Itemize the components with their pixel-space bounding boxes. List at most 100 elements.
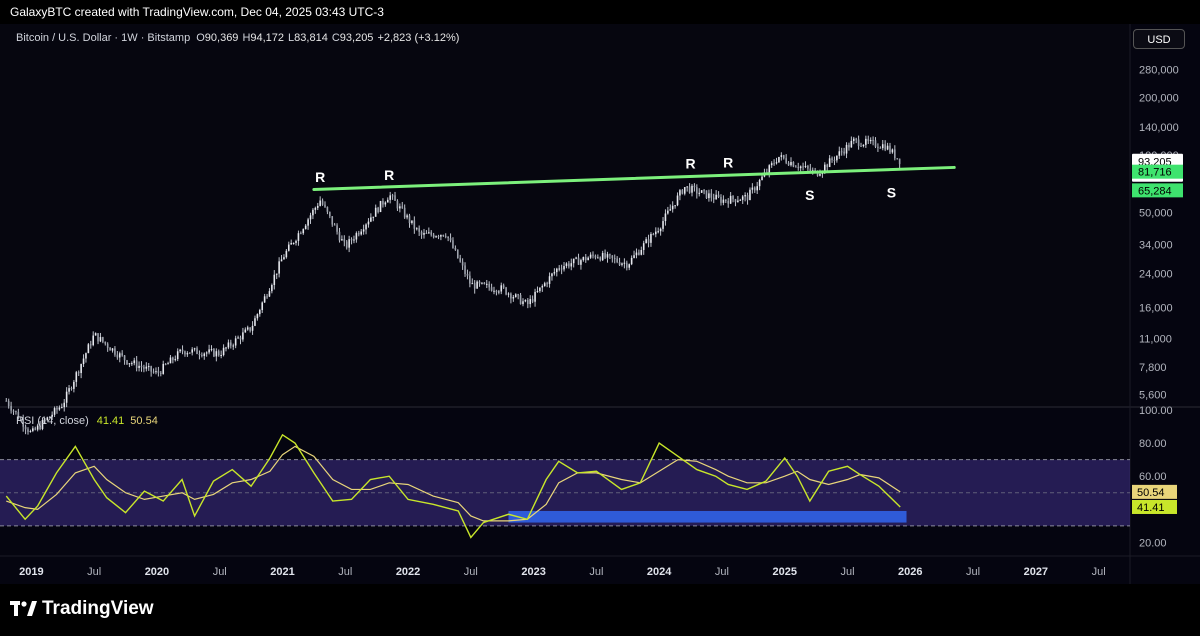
candle-body — [234, 338, 237, 346]
candle-body — [116, 354, 119, 358]
candle-body — [415, 228, 418, 230]
candle-body — [273, 274, 276, 286]
candle-body — [790, 162, 792, 166]
price-pane — [0, 24, 1130, 407]
candle-body — [674, 205, 676, 207]
candle-body — [618, 262, 621, 265]
rsi-badge — [1132, 499, 1177, 514]
candle-body — [741, 196, 744, 200]
candle-body — [570, 263, 573, 267]
candle-body — [739, 199, 742, 201]
candle-body — [401, 206, 404, 208]
candle-body — [73, 381, 75, 389]
rsi-pane[interactable] — [0, 433, 1130, 539]
candle-body — [290, 243, 292, 245]
candle-body — [671, 205, 674, 210]
candle-body — [345, 241, 348, 248]
candle-body — [341, 239, 343, 241]
candle-body — [186, 353, 189, 355]
candle-body — [283, 257, 285, 260]
candle-body — [418, 228, 420, 232]
candle-body — [22, 419, 24, 427]
candle-body — [775, 162, 778, 164]
price-pane-content[interactable]: R R R R S S — [5, 135, 956, 435]
candle-body — [150, 366, 152, 372]
candle-body — [575, 257, 577, 259]
candle-body — [357, 233, 360, 235]
candle-body — [836, 155, 838, 161]
candle-body — [688, 186, 691, 193]
candle-body — [819, 173, 821, 176]
candle-body — [377, 207, 379, 213]
candle-body — [7, 400, 10, 407]
candle-body — [227, 342, 230, 348]
open-label: O — [196, 32, 205, 44]
candle-body — [143, 367, 145, 369]
candle-body — [809, 168, 812, 172]
candle-body — [53, 408, 56, 415]
candle-body — [205, 352, 208, 354]
candle-body — [444, 236, 447, 238]
annotation-label: S — [805, 187, 814, 203]
candle-body — [379, 200, 382, 213]
candle-body — [770, 163, 773, 166]
candle-body — [353, 239, 355, 241]
candle-body — [56, 408, 58, 410]
annotation-label: R — [315, 169, 325, 185]
candle-body — [456, 249, 459, 259]
candle-body — [850, 140, 853, 148]
candle-body — [384, 202, 387, 205]
low-value: 83,814 — [294, 32, 328, 44]
candle-body — [536, 291, 539, 293]
currency-button[interactable]: USD — [1133, 29, 1185, 49]
time-axis-tick: 2024 — [647, 566, 672, 578]
candle-body — [773, 163, 775, 165]
candle-body — [29, 430, 32, 432]
candle-body — [92, 335, 95, 346]
highlight-box — [508, 510, 907, 523]
candle-body — [795, 166, 797, 168]
candle-body — [498, 291, 500, 293]
rsi-axis-tick: 100.00 — [1139, 405, 1173, 417]
rsi-legend[interactable]: RSI (14, close) 41.41 50.54 — [16, 415, 158, 427]
candle-body — [80, 364, 82, 374]
candle-body — [447, 236, 449, 239]
candle-body — [12, 410, 15, 412]
candle-body — [102, 337, 104, 342]
candle-body — [10, 406, 12, 411]
candle-body — [722, 199, 725, 203]
candle-body — [650, 233, 652, 243]
candle-body — [802, 166, 804, 168]
candle-body — [700, 190, 703, 193]
price-axis-tick: 140,000 — [1139, 122, 1179, 134]
tradingview-logo-icon[interactable] — [10, 598, 38, 620]
time-axis-tick: Jul — [213, 566, 227, 578]
candle-body — [500, 285, 503, 292]
candle-body — [616, 258, 618, 263]
candle-body — [36, 425, 39, 430]
candle-body — [403, 207, 406, 218]
candle-body — [587, 257, 589, 261]
candle-body — [717, 194, 720, 198]
candle-body — [104, 341, 107, 344]
time-axis-tick: Jul — [338, 566, 352, 578]
candle-body — [302, 229, 305, 234]
candle-body — [181, 349, 184, 352]
candle-body — [478, 281, 481, 284]
rsi-ma-value: 50.54 — [130, 415, 158, 427]
candle-body — [324, 204, 326, 207]
symbol-legend[interactable]: Bitcoin / U.S. Dollar · 1W · Bitstamp O90… — [16, 32, 459, 44]
candle-body — [131, 363, 133, 365]
candle-body — [737, 200, 739, 203]
candle-body — [449, 238, 452, 241]
candle-body — [97, 333, 99, 342]
annotation-label: R — [685, 155, 695, 171]
candle-body — [452, 240, 454, 249]
candle-body — [348, 239, 350, 248]
candle-body — [630, 257, 633, 265]
candle-body — [647, 239, 650, 243]
tradingview-wordmark[interactable]: TradingView — [42, 598, 154, 619]
candle-body — [539, 287, 541, 292]
